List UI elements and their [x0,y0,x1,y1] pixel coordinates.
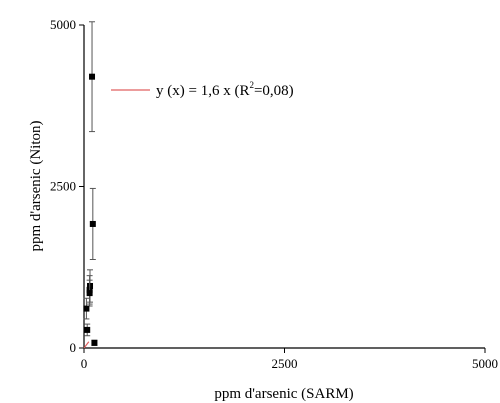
x-tick-label: 2500 [272,356,298,371]
legend-fit-label: y (x) = 1,6 x (R2=0,08) [156,80,294,99]
x-ticks: 0 2500 5000 [81,348,498,371]
x-tick-label: 0 [81,356,88,371]
y-tick-label: 5000 [50,17,76,32]
data-point [86,290,93,297]
x-axis-title: ppm d'arsenic (SARM) [214,386,353,402]
data-points [83,21,98,346]
axes [83,25,485,349]
y-tick-label: 2500 [50,179,76,194]
fit-line-layer [83,341,90,349]
legend: y (x) = 1,6 x (R2=0,08) [111,80,294,99]
data-point [84,326,91,333]
data-point [89,220,96,227]
data-point [89,73,96,80]
data-point [91,339,98,346]
x-tick-label: 5000 [472,356,498,371]
data-point [83,305,90,312]
y-ticks: 0 2500 5000 [50,17,84,355]
y-axis-title: ppm d'arsenic (Niton) [28,120,44,251]
y-tick-label: 0 [70,340,77,355]
fit-line [83,341,90,349]
